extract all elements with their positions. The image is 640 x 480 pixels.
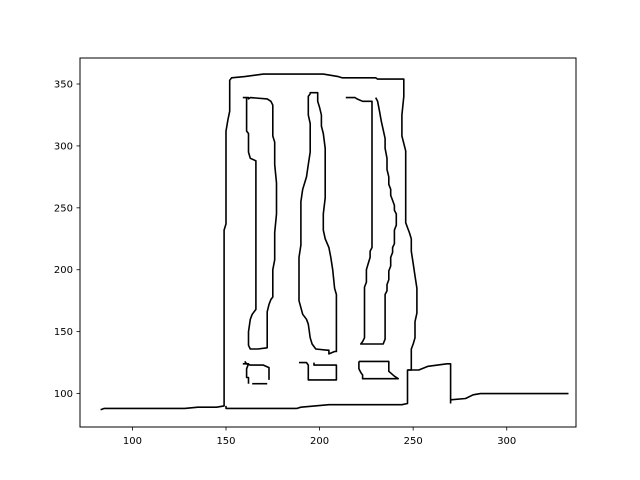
y-tick-label: 350 — [54, 80, 73, 91]
series-line-9 — [244, 360, 270, 380]
series-line-5 — [298, 91, 338, 355]
y-tick-label: 200 — [54, 265, 73, 276]
series-line-10 — [299, 361, 338, 381]
x-axis: 100 150 200 250 300 — [123, 427, 516, 447]
y-tick-label: 300 — [54, 141, 73, 152]
series-lines — [100, 73, 569, 411]
y-tick-label: 250 — [54, 203, 73, 214]
x-tick-label: 150 — [216, 436, 235, 447]
y-axis: 100 150 200 250 300 350 — [54, 80, 80, 400]
series-line-2 — [407, 362, 452, 404]
series-line-11 — [358, 360, 400, 380]
series-line-3 — [450, 392, 569, 401]
series-line-1 — [100, 73, 418, 411]
x-tick-label: 100 — [123, 436, 142, 447]
series-line-4 — [242, 96, 278, 350]
x-tick-label: 200 — [310, 436, 329, 447]
axes-frame — [79, 57, 577, 428]
x-tick-label: 250 — [404, 436, 423, 447]
series-line-7 — [242, 362, 250, 384]
y-tick-label: 150 — [54, 327, 73, 338]
x-tick-label: 300 — [497, 436, 516, 447]
y-tick-label: 100 — [54, 389, 73, 400]
series-line-6 — [345, 96, 398, 345]
